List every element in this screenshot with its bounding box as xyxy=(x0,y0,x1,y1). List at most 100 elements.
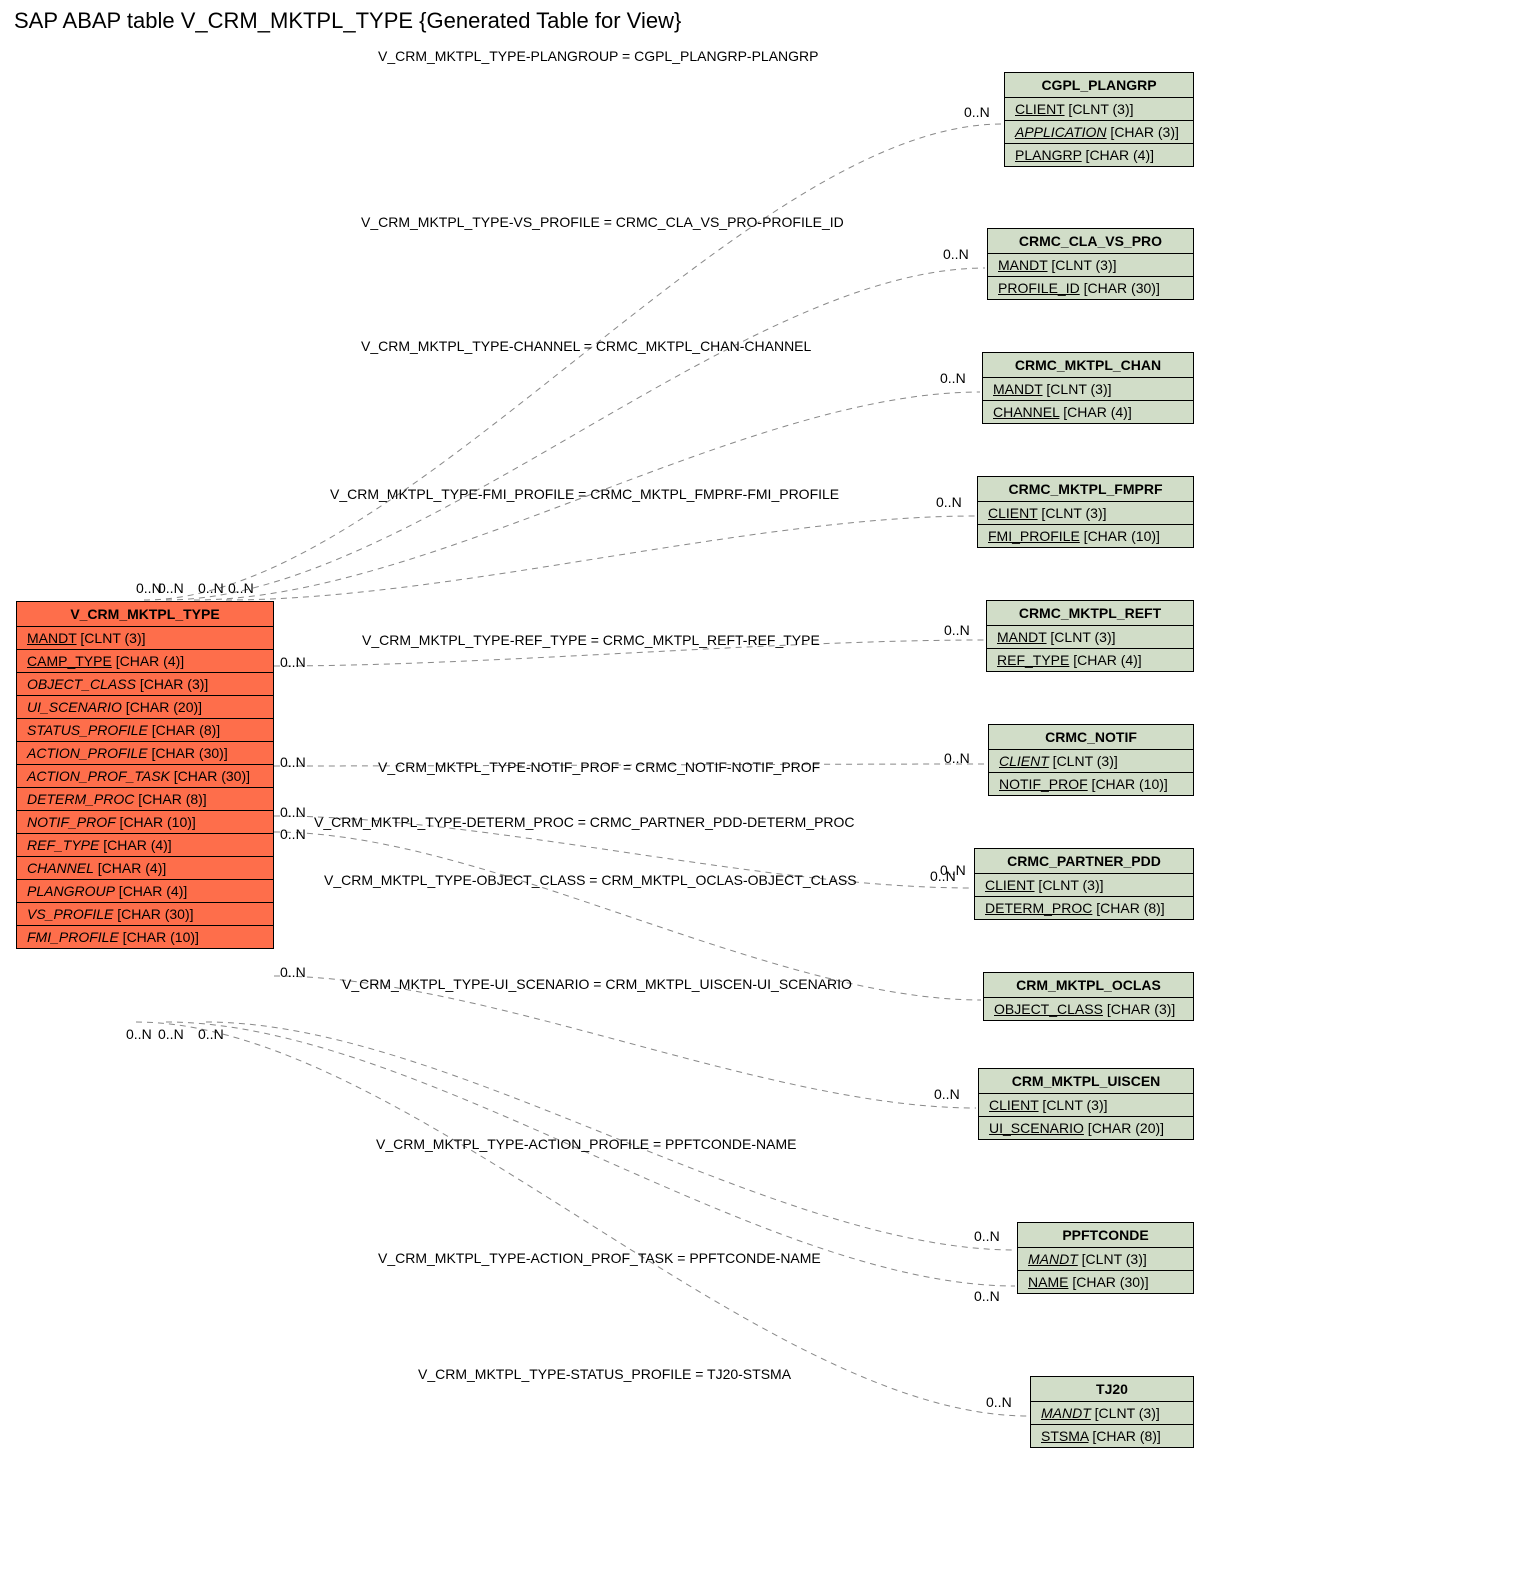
field-type: [CHAR (4)] xyxy=(1082,147,1154,163)
relationship-label: V_CRM_MKTPL_TYPE-REF_TYPE = CRMC_MKTPL_R… xyxy=(362,632,820,648)
field-type: [CHAR (10)] xyxy=(119,929,199,945)
field-row: CLIENT [CLNT (3)] xyxy=(978,502,1193,525)
cardinality: 0..N xyxy=(280,804,306,820)
field-type: [CHAR (10)] xyxy=(1080,528,1160,544)
entity-head: CRMC_PARTNER_PDD xyxy=(975,849,1193,874)
cardinality: 0..N xyxy=(986,1394,1012,1410)
field-type: [CHAR (4)] xyxy=(1059,404,1131,420)
field-row: FMI_PROFILE [CHAR (10)] xyxy=(978,525,1193,547)
entity-head: CRMC_MKTPL_FMPRF xyxy=(978,477,1193,502)
entity-pdd: CRMC_PARTNER_PDDCLIENT [CLNT (3)]DETERM_… xyxy=(974,848,1194,920)
cardinality: 0..N xyxy=(940,370,966,386)
field-row: MANDT [CLNT (3)] xyxy=(983,378,1193,401)
field-row: REF_TYPE [CHAR (4)] xyxy=(987,649,1193,671)
field-name: DETERM_PROC xyxy=(27,791,134,807)
field-type: [CHAR (30)] xyxy=(148,745,228,761)
field-type: [CHAR (8)] xyxy=(1088,1428,1160,1444)
field-name: NOTIF_PROF xyxy=(999,776,1088,792)
field-type: [CHAR (30)] xyxy=(1068,1274,1148,1290)
field-type: [CHAR (8)] xyxy=(148,722,220,738)
cardinality: 0..N xyxy=(964,104,990,120)
field-row: VS_PROFILE [CHAR (30)] xyxy=(17,903,273,926)
field-row: STSMA [CHAR (8)] xyxy=(1031,1425,1193,1447)
field-name: ACTION_PROF_TASK xyxy=(27,768,170,784)
field-row: PROFILE_ID [CHAR (30)] xyxy=(988,277,1193,299)
field-row: PLANGROUP [CHAR (4)] xyxy=(17,880,273,903)
field-row: OBJECT_CLASS [CHAR (3)] xyxy=(17,673,273,696)
field-row: CLIENT [CLNT (3)] xyxy=(989,750,1193,773)
cardinality: 0..N xyxy=(974,1288,1000,1304)
field-type: [CLNT (3)] xyxy=(1048,257,1117,273)
field-name: NAME xyxy=(1028,1274,1068,1290)
cardinality: 0..N xyxy=(280,754,306,770)
field-row: MANDT [CLNT (3)] xyxy=(17,627,273,650)
field-name: FMI_PROFILE xyxy=(988,528,1080,544)
field-name: DETERM_PROC xyxy=(985,900,1092,916)
field-type: [CHAR (30)] xyxy=(170,768,250,784)
field-name: MANDT xyxy=(998,257,1048,273)
field-row: CHANNEL [CHAR (4)] xyxy=(983,401,1193,423)
cardinality: 0..N xyxy=(280,826,306,842)
field-row: CLIENT [CLNT (3)] xyxy=(975,874,1193,897)
relationship-label: V_CRM_MKTPL_TYPE-NOTIF_PROF = CRMC_NOTIF… xyxy=(378,759,820,775)
field-name: PROFILE_ID xyxy=(998,280,1080,296)
field-name: CLIENT xyxy=(988,505,1038,521)
field-name: CLIENT xyxy=(989,1097,1039,1113)
cardinality: 0..N xyxy=(198,580,224,596)
field-row: UI_SCENARIO [CHAR (20)] xyxy=(979,1117,1193,1139)
cardinality: 0..N xyxy=(936,494,962,510)
field-row: PLANGRP [CHAR (4)] xyxy=(1005,144,1193,166)
field-row: CAMP_TYPE [CHAR (4)] xyxy=(17,650,273,673)
entity-cgpl: CGPL_PLANGRPCLIENT [CLNT (3)]APPLICATION… xyxy=(1004,72,1194,167)
relationship-label: V_CRM_MKTPL_TYPE-PLANGROUP = CGPL_PLANGR… xyxy=(378,48,819,64)
field-type: [CLNT (3)] xyxy=(1038,505,1107,521)
field-name: CHANNEL xyxy=(993,404,1059,420)
diagram-container: SAP ABAP table V_CRM_MKTPL_TYPE {Generat… xyxy=(6,6,1523,1578)
entity-head: TJ20 xyxy=(1031,1377,1193,1402)
field-type: [CHAR (8)] xyxy=(1092,900,1164,916)
cardinality: 0..N xyxy=(280,654,306,670)
cardinality: 0..N xyxy=(158,1026,184,1042)
field-row: FMI_PROFILE [CHAR (10)] xyxy=(17,926,273,948)
field-type: [CLNT (3)] xyxy=(1035,877,1104,893)
field-row: ACTION_PROFILE [CHAR (30)] xyxy=(17,742,273,765)
field-row: DETERM_PROC [CHAR (8)] xyxy=(975,897,1193,919)
field-type: [CHAR (3)] xyxy=(136,676,208,692)
field-type: [CHAR (4)] xyxy=(115,883,187,899)
field-name: REF_TYPE xyxy=(997,652,1069,668)
field-type: [CHAR (4)] xyxy=(112,653,184,669)
entity-head: CRM_MKTPL_OCLAS xyxy=(984,973,1193,998)
field-name: NOTIF_PROF xyxy=(27,814,116,830)
field-type: [CHAR (30)] xyxy=(1080,280,1160,296)
field-name: OBJECT_CLASS xyxy=(27,676,136,692)
field-name: CHANNEL xyxy=(27,860,94,876)
field-name: MANDT xyxy=(993,381,1043,397)
entity-oclas: CRM_MKTPL_OCLASOBJECT_CLASS [CHAR (3)] xyxy=(983,972,1194,1021)
cardinality: 0..N xyxy=(280,964,306,980)
field-name: CLIENT xyxy=(985,877,1035,893)
field-type: [CLNT (3)] xyxy=(1039,1097,1108,1113)
field-type: [CLNT (3)] xyxy=(1049,753,1118,769)
field-row: STATUS_PROFILE [CHAR (8)] xyxy=(17,719,273,742)
field-row: MANDT [CLNT (3)] xyxy=(988,254,1193,277)
field-name: PLANGROUP xyxy=(27,883,115,899)
cardinality: 0..N xyxy=(126,1026,152,1042)
field-row: APPLICATION [CHAR (3)] xyxy=(1005,121,1193,144)
field-type: [CHAR (3)] xyxy=(1107,124,1179,140)
field-type: [CLNT (3)] xyxy=(77,630,146,646)
field-name: APPLICATION xyxy=(1015,124,1107,140)
entity-head: CRMC_MKTPL_REFT xyxy=(987,601,1193,626)
entity-head: CRMC_MKTPL_CHAN xyxy=(983,353,1193,378)
relationship-label: V_CRM_MKTPL_TYPE-VS_PROFILE = CRMC_CLA_V… xyxy=(361,214,844,230)
relationship-label: V_CRM_MKTPL_TYPE-ACTION_PROFILE = PPFTCO… xyxy=(376,1136,796,1152)
field-name: MANDT xyxy=(1041,1405,1091,1421)
cardinality: 0..N xyxy=(228,580,254,596)
field-type: [CHAR (4)] xyxy=(99,837,171,853)
field-row: REF_TYPE [CHAR (4)] xyxy=(17,834,273,857)
field-row: DETERM_PROC [CHAR (8)] xyxy=(17,788,273,811)
entity-head: V_CRM_MKTPL_TYPE xyxy=(17,602,273,627)
cardinality: 0..N xyxy=(198,1026,224,1042)
field-row: ACTION_PROF_TASK [CHAR (30)] xyxy=(17,765,273,788)
field-name: VS_PROFILE xyxy=(27,906,113,922)
entity-uiscen: CRM_MKTPL_UISCENCLIENT [CLNT (3)]UI_SCEN… xyxy=(978,1068,1194,1140)
